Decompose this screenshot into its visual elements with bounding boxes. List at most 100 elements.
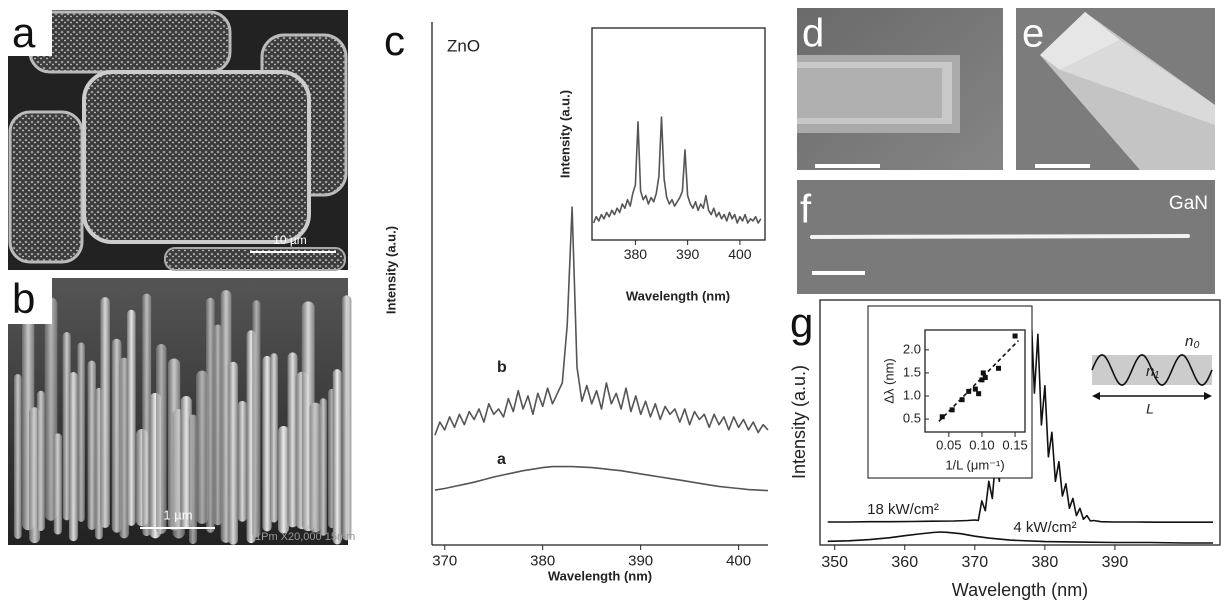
x-tick-label: 380	[1032, 554, 1059, 571]
x-tick-label: 400	[726, 552, 751, 569]
chart: 0.05 0.10 0.15 0.5 1.0 1.5 2.0 1/L (μm⁻¹) Δλ (nm…	[867, 305, 1033, 479]
panel-label: f	[800, 188, 812, 232]
label-box	[8, 278, 52, 324]
series-line	[592, 116, 762, 224]
point	[959, 397, 965, 403]
point	[982, 375, 988, 381]
pillar	[342, 295, 352, 541]
series-line	[827, 531, 1213, 544]
x-tick-label: 390	[1102, 554, 1129, 571]
pillar	[270, 353, 278, 523]
series-line	[434, 206, 769, 436]
x-tick-label: 360	[891, 554, 918, 571]
chart: 370 380 390 400 Wavelength (nm) Intensity (a.…	[383, 22, 769, 583]
series-label: b	[497, 359, 507, 376]
panel-label: a	[12, 9, 36, 56]
x-tick-label: 380	[624, 246, 648, 262]
series-label: 4 kW/cm²	[1013, 519, 1076, 536]
pillar	[205, 297, 215, 533]
panel-e-image	[1016, 8, 1215, 170]
x-axis-label: 1/L (μm⁻¹)	[945, 457, 1004, 472]
pillar	[319, 398, 327, 536]
series-label: 18 kW/cm²	[867, 501, 939, 518]
x-axis-label: Wavelength (nm)	[952, 580, 1088, 600]
pillar	[277, 425, 290, 534]
y-axis-label: Intensity (a.u.)	[557, 90, 572, 178]
y-tick-label: 2.0	[903, 341, 921, 356]
x-axis-label: Wavelength (nm)	[626, 288, 730, 303]
pillar	[119, 357, 129, 539]
pillar	[68, 372, 78, 542]
pillar	[126, 309, 136, 526]
panel-label: e	[1022, 12, 1044, 56]
x-tick-label: 370	[961, 554, 988, 571]
sem-info: 1Pm X20,000 15mm	[255, 531, 355, 543]
pillar	[237, 400, 247, 522]
point	[979, 377, 985, 383]
pillar	[252, 300, 261, 538]
pillar	[36, 390, 45, 531]
pillar	[287, 352, 298, 528]
pillar	[111, 338, 122, 533]
fit-line	[938, 340, 1019, 422]
point	[980, 370, 986, 376]
cavity-cartoon: n₀ n₁ L	[1091, 333, 1213, 417]
y-tick-label: 1.0	[903, 387, 921, 402]
x-tick-label: 390	[676, 246, 700, 262]
point	[976, 391, 982, 397]
inset-background	[867, 305, 1033, 479]
pillar	[87, 360, 96, 530]
series-label: a	[497, 451, 506, 468]
panel-label: c	[384, 17, 405, 64]
material-label: GaN	[1169, 193, 1208, 214]
pillar	[100, 297, 110, 528]
pillar	[332, 369, 342, 545]
pillar	[213, 324, 223, 526]
pillar	[188, 414, 197, 545]
point	[939, 414, 945, 420]
pillar	[13, 374, 22, 539]
panel-label: d	[802, 12, 824, 56]
pillar	[53, 433, 62, 535]
y-axis-label: Intensity (a.u.)	[789, 365, 809, 479]
series-line	[434, 465, 769, 492]
x-tick-label: 380	[530, 552, 555, 569]
cavity-wave	[1091, 354, 1213, 386]
x-tick-label: 350	[821, 554, 848, 571]
series-line	[827, 307, 1213, 523]
pillar	[228, 361, 238, 545]
plot-frame	[591, 27, 766, 241]
point	[949, 407, 955, 413]
x-tick-label: 400	[728, 246, 752, 262]
x-tick-label: 370	[432, 552, 457, 569]
scale-label: 10 µm	[273, 233, 307, 247]
cavity-n1: n₁	[1146, 363, 1159, 380]
y-tick-label: 1.5	[903, 364, 921, 379]
chart: 380 390 400 Wavelength (nm) Intensity (a.u.)	[557, 25, 769, 315]
x-tick-label: 0.10	[969, 438, 994, 453]
cavity-n0: n₀	[1185, 333, 1200, 350]
panel-label: b	[12, 275, 35, 322]
chart: 350 360 370 380 390 Wavelength (nm) Intensity …	[789, 299, 1221, 600]
label-box	[8, 10, 52, 56]
pillar	[156, 343, 167, 534]
y-tick-label: 0.5	[903, 411, 921, 426]
panel-a-image	[8, 10, 348, 271]
pillar	[77, 342, 85, 522]
scale-label: 1 µm	[163, 507, 192, 522]
x-tick-label: 0.15	[1002, 438, 1027, 453]
cavity-length: L	[1146, 401, 1154, 417]
pillar	[309, 402, 322, 533]
pillar	[262, 355, 272, 532]
point	[1012, 333, 1018, 339]
pillar	[196, 370, 209, 524]
panel-label: g	[790, 299, 813, 346]
inset-background	[585, 25, 769, 315]
point	[996, 365, 1002, 371]
pillar	[142, 293, 152, 537]
x-axis-label: Wavelength (nm)	[548, 568, 652, 583]
panel-d-image	[797, 8, 1003, 170]
annotation: ZnO	[447, 36, 480, 55]
plot-frame	[924, 329, 1026, 433]
